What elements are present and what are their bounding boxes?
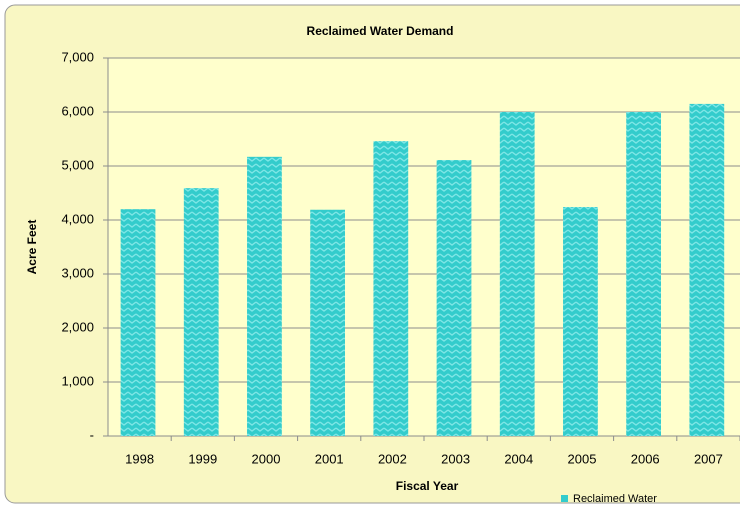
x-tick-label: 2006 [631,451,660,466]
chart-title: Reclaimed Water Demand [307,24,454,38]
y-tick-label: 1,000 [61,373,94,388]
y-tick-label: 7,000 [61,49,94,64]
x-tick-label: 2005 [568,451,597,466]
legend-label: Reclaimed Water [573,493,657,505]
y-tick-label: 6,000 [61,103,94,118]
x-axis-title: Fiscal Year [396,479,459,493]
bar [626,112,661,436]
x-tick-label: 2002 [378,451,407,466]
y-tick-label: 3,000 [61,265,94,280]
legend-swatch [561,495,568,502]
x-tick-label: 2001 [315,451,344,466]
bar [563,207,598,436]
y-tick-label: 5,000 [61,157,94,172]
bar [689,103,725,437]
y-tick-label: 4,000 [61,211,94,226]
bar [183,188,219,436]
y-axis-title: Acre Feet [25,220,39,275]
x-tick-label: 2007 [694,451,723,466]
bar [499,112,535,436]
y-tick-label: - [90,427,94,442]
y-tick-label: 2,000 [61,319,94,334]
bar [373,141,409,436]
x-tick-label: 1998 [125,451,154,466]
x-tick-label: 2004 [504,451,533,466]
bar [247,156,282,436]
x-tick-label: 2000 [252,451,281,466]
x-tick-label: 1999 [188,451,217,466]
bar [120,209,156,436]
x-tick-label: 2003 [441,451,470,466]
bar [310,209,345,436]
bar [436,160,472,436]
